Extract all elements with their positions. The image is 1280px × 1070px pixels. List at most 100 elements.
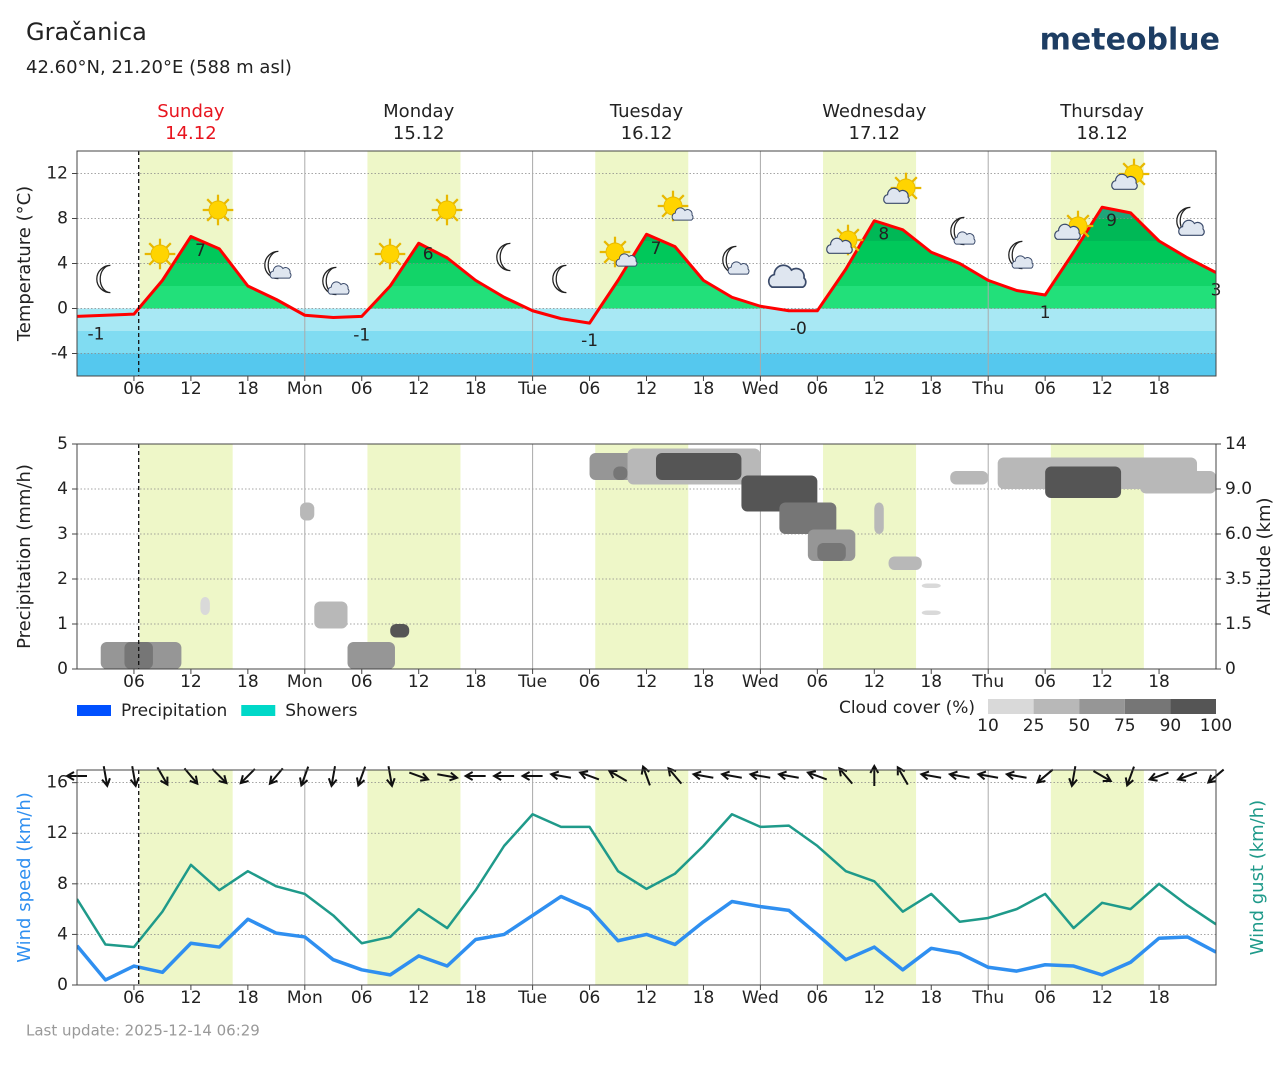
y-tick-label: 8: [57, 209, 68, 229]
x-tick-label: 18: [693, 988, 715, 1008]
wind-arrow: [463, 771, 486, 781]
legend-swatch: [77, 705, 111, 716]
below-zero-band: [77, 331, 1216, 354]
wind-arrow: [183, 767, 199, 786]
sun-icon: [373, 237, 407, 271]
wind-arrow: [1068, 765, 1078, 788]
x-tick-label: 06: [351, 672, 373, 692]
x-tick-label: 12: [863, 379, 885, 399]
wind-arrow: [947, 770, 970, 781]
cloud-cell: [888, 556, 922, 570]
x-tick-label: 06: [579, 672, 601, 692]
x-tick-label: 18: [237, 672, 259, 692]
y-tick-label: 16: [46, 773, 68, 793]
temperature-label: 8: [878, 224, 889, 244]
temperature-label: -1: [581, 331, 598, 351]
y-tick-label: 4: [57, 479, 68, 499]
x-tick-label: 18: [465, 988, 487, 1008]
temperature-label: 1: [1040, 303, 1051, 323]
x-tick-label: 06: [1034, 988, 1056, 1008]
wind-arrow: [549, 770, 572, 781]
wind-arrow: [101, 765, 111, 788]
y2-tick-label: 14: [1225, 434, 1247, 454]
wind-arrow: [748, 770, 771, 781]
x-tick-label: Tue: [517, 672, 547, 692]
cloud-cell: [1140, 471, 1216, 494]
wind-arrow: [239, 768, 256, 785]
footer: Last update: 2025-12-14 06:29: [26, 1022, 260, 1040]
wind-arrow: [1092, 770, 1113, 783]
plot-area: [77, 444, 1216, 669]
wind-arrow: [386, 765, 396, 788]
daylight-band: [1050, 770, 1144, 985]
wind-arrow: [129, 765, 140, 788]
temperature-line: [77, 205, 1216, 325]
y-tick-label: 4: [57, 924, 68, 944]
x-tick-label: 18: [1148, 379, 1170, 399]
y-tick-label: 0: [57, 975, 68, 995]
wind-arrow: [355, 766, 367, 788]
cloud-icon: [1011, 255, 1034, 269]
cloud-cell: [874, 502, 884, 534]
below-zero-band: [77, 353, 1216, 376]
wind-arrow: [268, 767, 284, 786]
x-tick-label: Mon: [287, 672, 323, 692]
x-tick-label: 12: [863, 672, 885, 692]
axis-label: Wind speed (km/h): [14, 792, 35, 963]
wind-arrow: [919, 770, 942, 781]
legend-cloud-label: 10: [977, 716, 999, 736]
x-tick-label: Wed: [742, 988, 779, 1008]
wind-arrow: [492, 771, 515, 781]
y2-tick-label: 3.5: [1225, 569, 1252, 589]
x-tick-label: Tue: [517, 379, 547, 399]
x-tick-label: 06: [807, 672, 829, 692]
legend-cloud-label: 90: [1160, 716, 1182, 736]
y-tick-label: 0: [57, 299, 68, 319]
x-tick-label: Thu: [971, 672, 1004, 692]
x-tick-label: 12: [1091, 988, 1113, 1008]
y-tick-label: 1: [57, 614, 68, 634]
legend-cloud-label: 75: [1114, 716, 1136, 736]
moon-icon: [496, 242, 512, 272]
cloud-cell: [1045, 466, 1122, 498]
moon-icon: [96, 264, 112, 294]
x-tick-label: Mon: [287, 379, 323, 399]
y-tick-label: 4: [57, 254, 68, 274]
wind-arrow: [691, 770, 714, 781]
cloud-cell: [300, 502, 315, 521]
legend-swatch: [241, 705, 276, 716]
y-tick-label: 0: [57, 659, 68, 679]
x-tick-label: 06: [807, 379, 829, 399]
y-tick-label: 8: [57, 874, 68, 894]
wind-arrow: [327, 765, 338, 788]
day-name: Sunday: [157, 101, 225, 122]
wind-arrow: [869, 763, 880, 786]
y-tick-label: 2: [57, 569, 68, 589]
x-tick-label: 06: [351, 379, 373, 399]
cloud-cell: [390, 624, 410, 638]
panel: 0 4 8 12 16 06 12 18 Mon 06 12 18 Tue 06 12 18 Wed 06 12 18…: [14, 763, 1268, 1008]
day-name: Monday: [383, 101, 454, 122]
wind-arrow: [976, 770, 999, 781]
plot-area: [77, 770, 1216, 985]
day-name: Thursday: [1059, 101, 1144, 122]
temperature-label: 7: [651, 239, 662, 259]
daylight-band: [595, 770, 689, 985]
x-tick-label: 12: [180, 988, 202, 1008]
x-tick-label: 06: [579, 988, 601, 1008]
wind-arrow: [607, 769, 628, 782]
sun-icon: [201, 193, 235, 227]
cloud-cell: [950, 471, 989, 485]
x-tick-label: 18: [693, 379, 715, 399]
axis-label: Wind gust (km/h): [1247, 800, 1268, 955]
wind-arrow: [806, 770, 828, 781]
day-name: Tuesday: [609, 101, 684, 122]
wind-line: [77, 894, 1216, 982]
x-tick-label: Wed: [742, 672, 779, 692]
x-tick-label: Wed: [742, 379, 779, 399]
x-tick-label: 06: [351, 988, 373, 1008]
moon-icon: [552, 264, 568, 294]
y-tick-label: 3: [57, 524, 68, 544]
x-tick-label: 12: [863, 988, 885, 1008]
temperature-label: 9: [1106, 211, 1117, 231]
